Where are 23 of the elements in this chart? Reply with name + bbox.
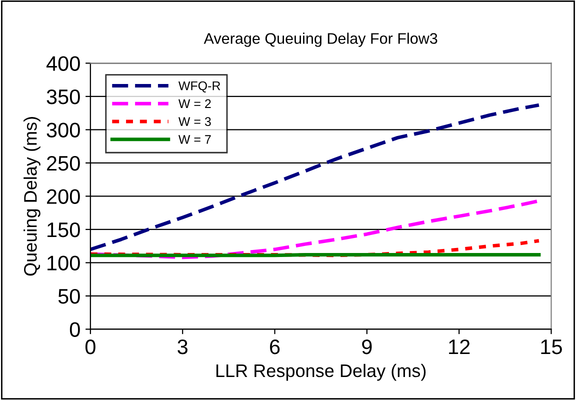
y-tick-label: 0 (70, 322, 80, 337)
legend-label: W = 7 (178, 135, 211, 144)
x-tick-label: 0 (85, 339, 96, 354)
chart-title: Average Queuing Delay For Flow3 (204, 32, 438, 47)
y-tick-label: 200 (47, 189, 80, 204)
y-tick-label: 150 (48, 222, 80, 238)
y-tick-label: 50 (58, 288, 80, 304)
y-tick-label: 350 (46, 89, 80, 104)
x-tick-label: 15 (541, 340, 562, 354)
legend-label: WFQ-R (178, 81, 220, 92)
y-tick-label: 400 (46, 56, 80, 71)
x-tick-label: 6 (270, 339, 280, 354)
y-tick-label: 300 (46, 122, 80, 138)
x-tick-label: 12 (449, 339, 470, 354)
x-tick-label: 9 (362, 339, 372, 354)
y-axis-title: Queuing Delay (ms) (24, 117, 40, 276)
x-axis-title: LLR Response Delay (ms) (216, 364, 426, 381)
y-tick-label: 100 (48, 256, 80, 270)
legend-label: W = 2 (178, 99, 211, 108)
x-tick-label: 3 (178, 339, 188, 354)
legend-label: W = 3 (178, 117, 211, 126)
y-tick-label: 250 (47, 156, 80, 171)
line-series (90, 239, 541, 258)
